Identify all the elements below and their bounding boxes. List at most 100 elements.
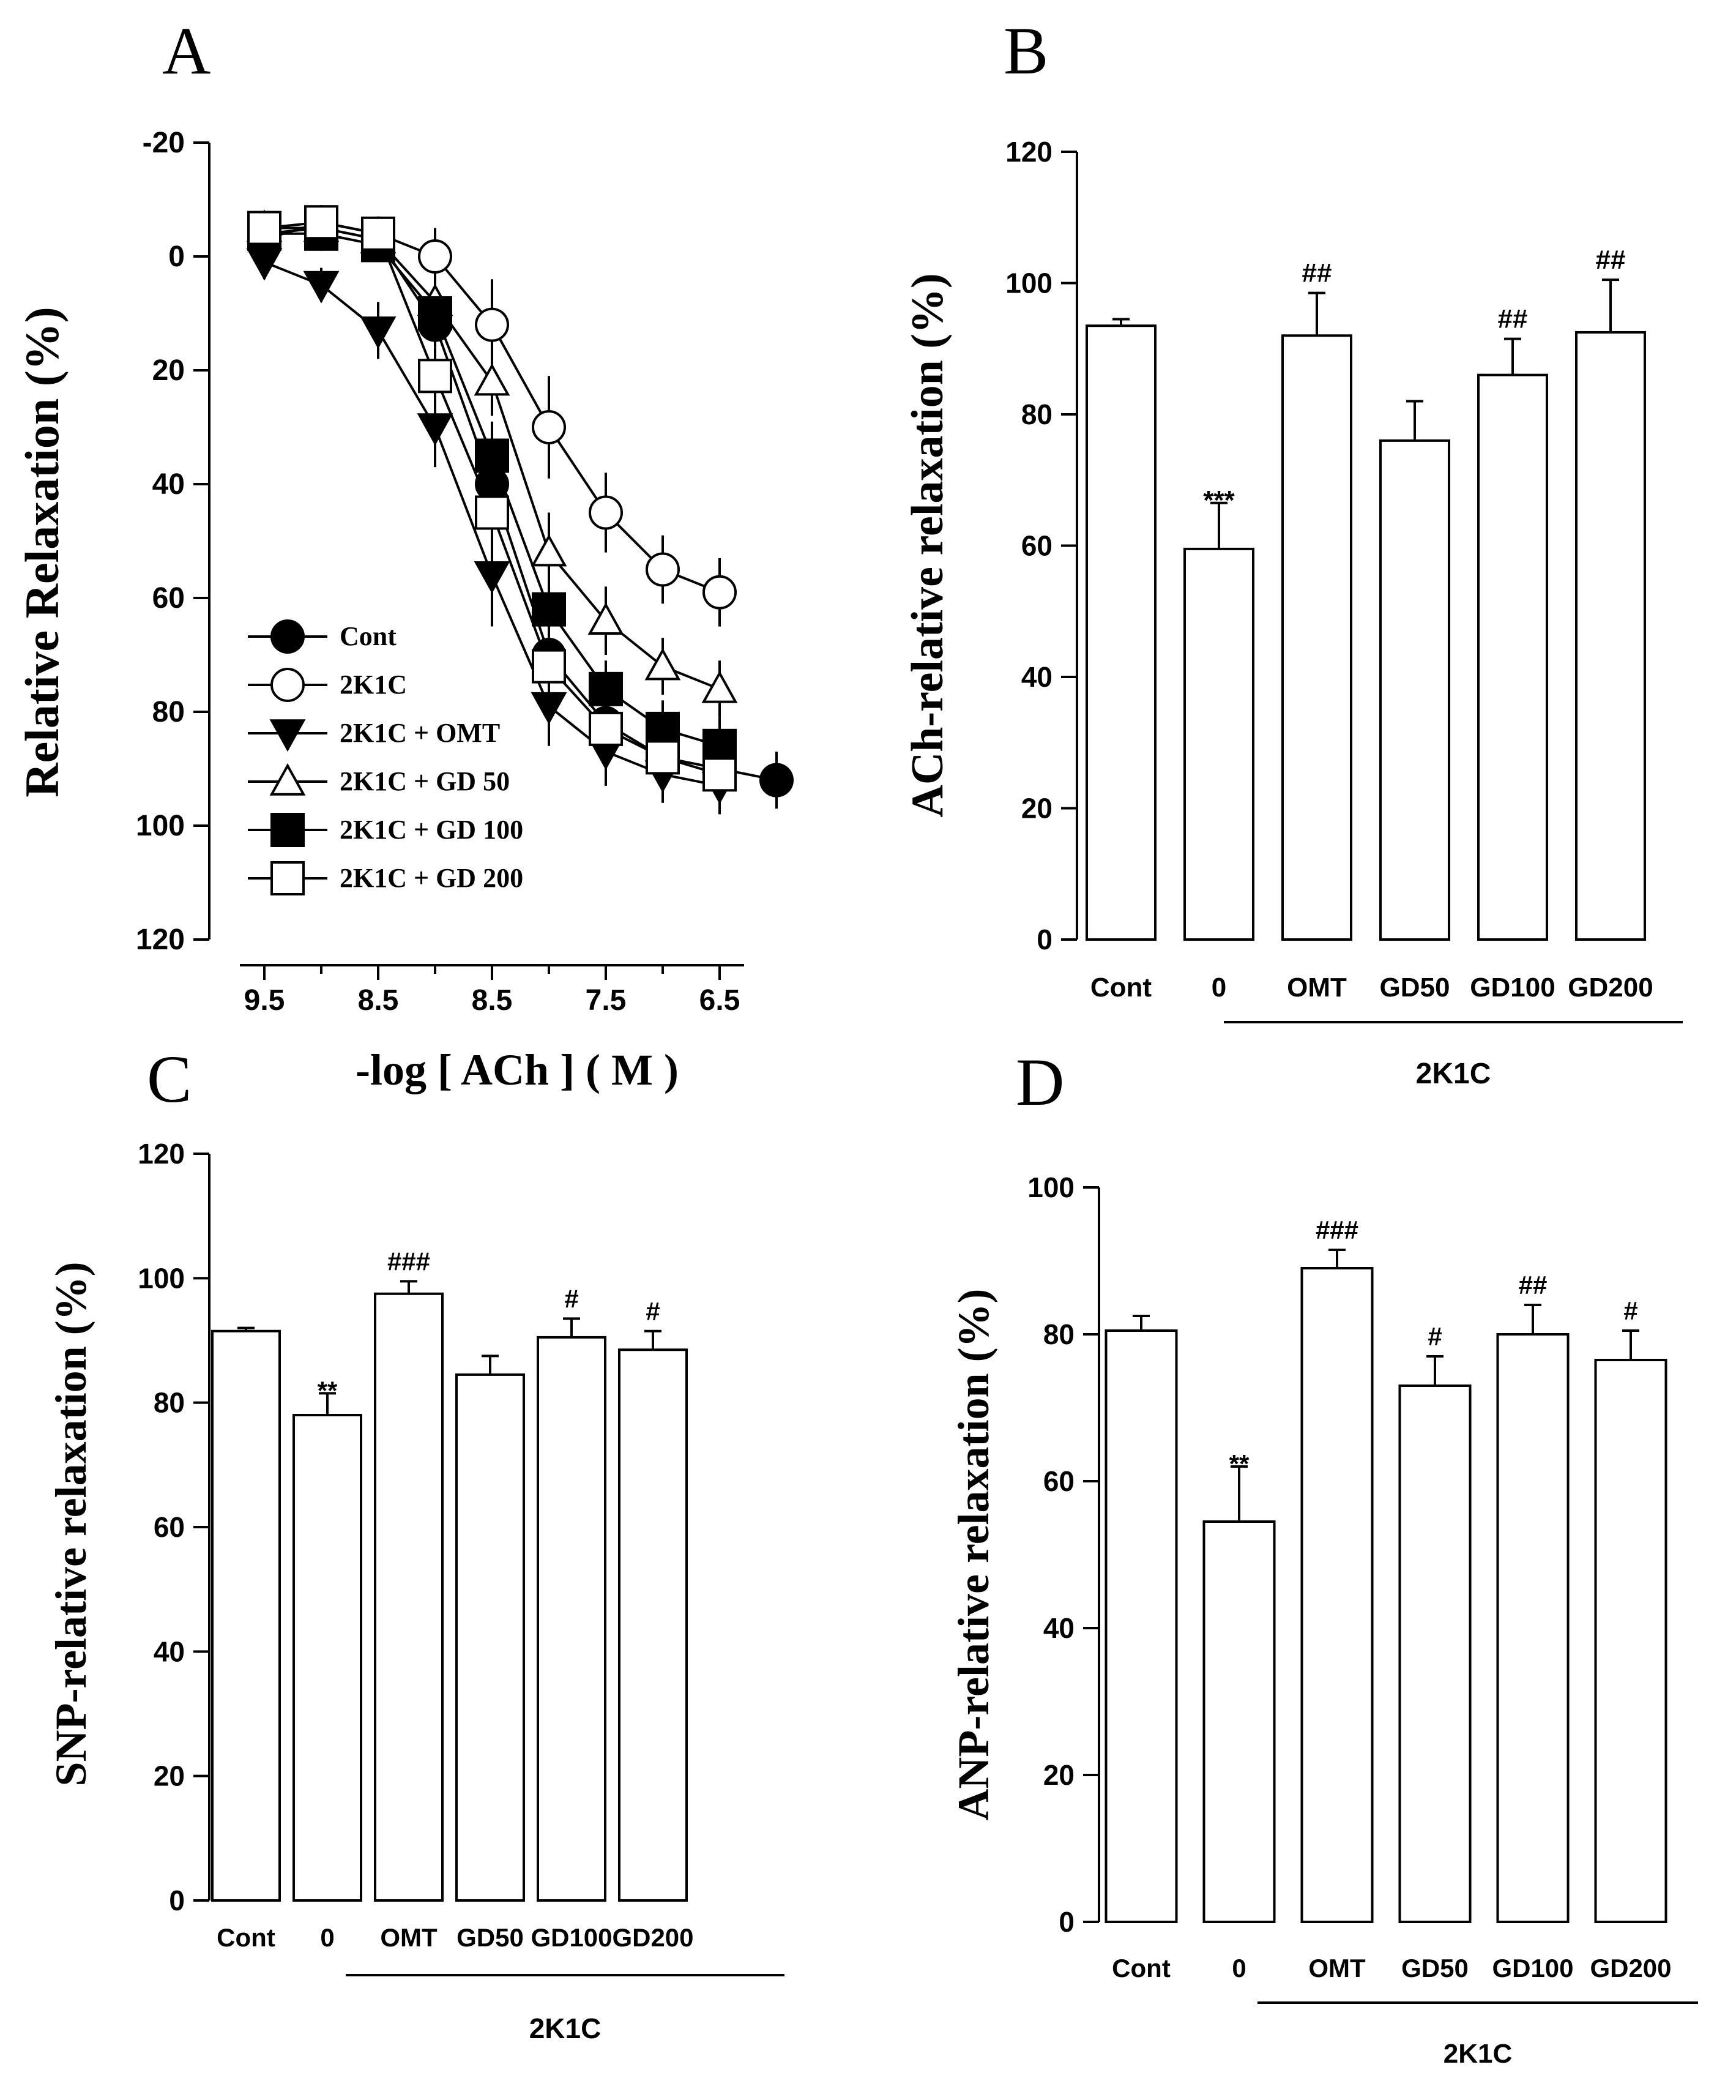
panel-a-y-axis-label: Relative Relaxation (%)	[15, 307, 69, 797]
panel-d-category-label: GD200	[1590, 1954, 1671, 1982]
panel-b-category-label: OMT	[1287, 973, 1347, 1003]
panel-d-bar	[1398, 1384, 1472, 1923]
panel-b-category-label: GD50	[1380, 973, 1450, 1003]
panel-d-bar	[1105, 1329, 1178, 1923]
panel-d-significance-label: #	[1428, 1322, 1442, 1351]
panel-c-category-label: GD200	[612, 1923, 693, 1952]
panel-d-category-label: Cont	[1112, 1954, 1171, 1982]
panel-a-line-chart: -20 0 20 40 60 80 100 120 9.5 8.5 8.5 7.5 6.5 -log [ …	[15, 127, 794, 1094]
panel-b-significance-label: ##	[1596, 245, 1626, 275]
panel-d-y-tick-label: 100	[1027, 1171, 1075, 1203]
panel-a-y-tick-label: 80	[152, 696, 185, 728]
panel-b-y-tick-label: 120	[1005, 136, 1052, 168]
series-point	[475, 467, 509, 501]
panel-a-y-tick-label: 40	[152, 468, 185, 501]
panel-c-y-tick-label: 40	[154, 1635, 185, 1667]
panel-c-y-tick-label: 60	[154, 1511, 185, 1543]
panel-b-y-tick-label: 60	[1021, 530, 1052, 562]
panel-a-x-tick-label: 9.5	[244, 984, 285, 1017]
panel-d-significance-label: ##	[1519, 1271, 1548, 1299]
series-point	[702, 757, 737, 792]
legend-marker	[270, 813, 305, 847]
panel-b-category-label: Cont	[1090, 973, 1152, 1003]
legend-label: Cont	[340, 621, 397, 651]
series-point	[589, 671, 623, 706]
series-point	[532, 649, 566, 684]
panel-b-y-tick-label: 80	[1021, 398, 1052, 430]
panel-b-y-tick-label: 0	[1037, 924, 1052, 955]
panel-a-x-tick-label: 8.5	[472, 984, 513, 1017]
panel-a-y-tick-label: 60	[152, 582, 185, 615]
series-point	[475, 495, 509, 530]
panel-d-y-axis-label: ANP-relative relaxation (%)	[949, 1288, 998, 1820]
panel-b-significance-label: ***	[1203, 485, 1235, 515]
legend-label: 2K1C + GD 200	[340, 863, 523, 893]
series-point	[531, 534, 567, 567]
panel-c-y-tick-label: 20	[154, 1760, 185, 1792]
series-point	[303, 271, 340, 304]
series-point	[418, 359, 452, 394]
panel-b-significance-label: ##	[1302, 258, 1332, 288]
panel-b-bar	[1281, 334, 1352, 941]
panel-c-bar	[374, 1292, 444, 1902]
panel-a-y-tick-label: 20	[152, 354, 185, 387]
panel-c-y-axis-label: SNP-relative relaxation (%)	[47, 1261, 95, 1786]
panel-d-group-label: 2K1C	[1444, 2039, 1513, 2069]
series-point	[532, 592, 566, 627]
panel-d-y-tick-label: 0	[1059, 1906, 1075, 1938]
series-point	[247, 211, 281, 245]
series-point	[646, 552, 680, 587]
series-point	[702, 728, 737, 763]
panel-c-category-label: Cont	[217, 1923, 275, 1952]
series-point	[246, 248, 283, 281]
series-point	[587, 602, 624, 635]
panel-label-d: D	[1016, 1045, 1064, 1119]
panel-c-category-label: GD100	[531, 1923, 612, 1952]
series-point	[532, 410, 566, 444]
legend-marker	[269, 763, 306, 796]
series-point	[474, 561, 510, 594]
series-point	[474, 363, 510, 396]
panel-b-y-tick-label: 20	[1021, 793, 1052, 824]
panel-b-bar	[1183, 547, 1254, 941]
panel-b-bar	[1379, 439, 1450, 941]
panel-c-y-tick-label: 0	[169, 1885, 185, 1916]
series-point	[418, 296, 452, 331]
panel-d-bar	[1202, 1520, 1276, 1923]
panel-b-significance-label: ##	[1498, 304, 1528, 334]
panel-b-category-label: GD200	[1568, 973, 1653, 1003]
panel-label-a: A	[162, 13, 210, 88]
series-point	[360, 316, 397, 349]
panel-c-significance-label: #	[564, 1284, 578, 1313]
series-point	[701, 670, 738, 703]
panel-b-bar	[1575, 331, 1646, 941]
panel-d-bar-chart: 0 20 40 60 80 100 ANP-relative relaxation (%) C…	[949, 1171, 1698, 2069]
legend-label: 2K1C + OMT	[340, 718, 500, 748]
panel-a-y-tick-label: 0	[168, 241, 185, 273]
series-point	[417, 413, 453, 446]
panel-b-y-tick-label: 100	[1005, 267, 1052, 299]
panel-d-significance-label: **	[1229, 1449, 1250, 1478]
panel-b-bar	[1086, 324, 1157, 941]
series-point	[702, 575, 737, 610]
panel-c-group-label: 2K1C	[529, 2012, 602, 2044]
legend-marker	[270, 861, 305, 895]
series-point	[646, 711, 680, 746]
series-point	[304, 205, 338, 240]
panel-b-bar	[1477, 373, 1548, 941]
panel-d-bar	[1594, 1359, 1667, 1923]
panel-b-group-label: 2K1C	[1416, 1058, 1491, 1090]
panel-c-bar	[455, 1373, 525, 1902]
legend-marker	[270, 668, 305, 702]
panel-b-category-label: GD100	[1470, 973, 1555, 1003]
panel-label-b: B	[1004, 13, 1048, 88]
panel-c-bar	[211, 1329, 281, 1902]
panel-c-category-label: GD50	[456, 1923, 524, 1952]
series-point	[475, 438, 509, 473]
panel-d-y-tick-label: 60	[1043, 1465, 1075, 1497]
series-point	[646, 740, 680, 775]
series-point	[589, 495, 623, 530]
series-point	[418, 239, 452, 274]
panel-a-x-tick-label: 7.5	[586, 984, 627, 1017]
